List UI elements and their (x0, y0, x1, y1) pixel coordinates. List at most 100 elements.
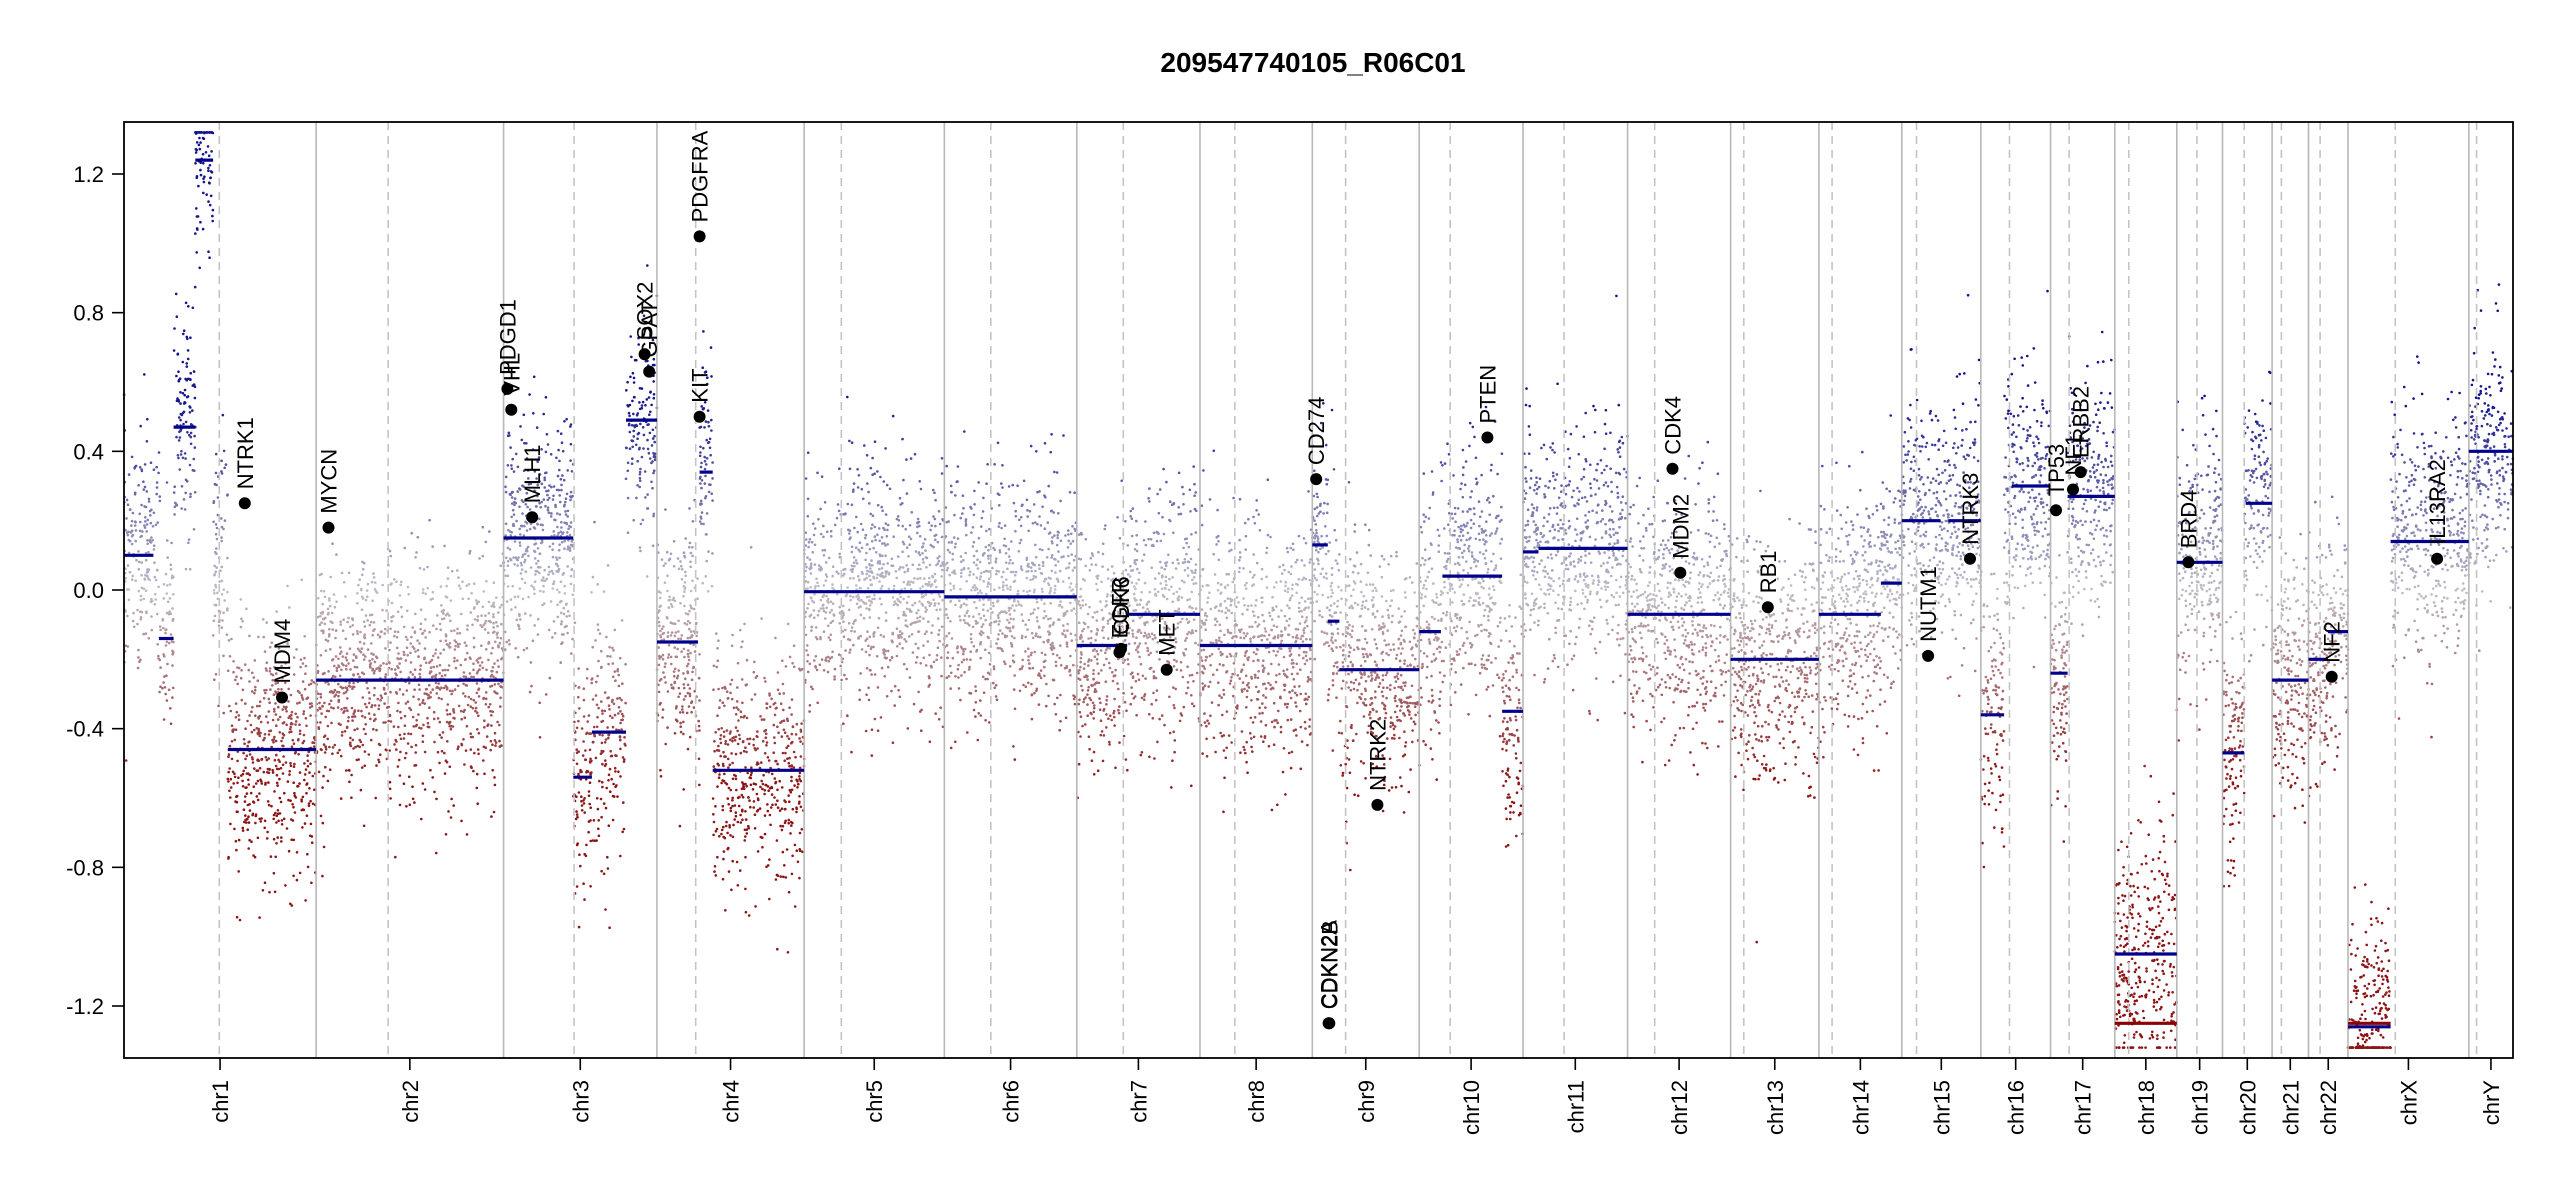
probe-dot (695, 634, 698, 638)
probe-dot (790, 713, 793, 716)
probe-dot (1018, 541, 1022, 545)
probe-dot (496, 659, 500, 662)
probe-dot (322, 617, 326, 621)
probe-dot (426, 716, 429, 720)
probe-dot (271, 684, 274, 687)
probe-dot (396, 765, 400, 768)
probe-dot (169, 722, 173, 725)
probe-dot (359, 788, 363, 792)
probe-dot (536, 617, 540, 621)
probe-dot (412, 695, 415, 699)
probe-dot (398, 594, 402, 597)
probe-dot (1065, 567, 1068, 570)
probe-dot (207, 250, 210, 253)
probe-dot (423, 788, 427, 791)
probe-dot (895, 576, 898, 580)
probe-dot (828, 611, 832, 614)
probe-dot (490, 724, 493, 727)
probe-dot (320, 572, 323, 576)
probe-dot (147, 497, 151, 501)
probe-dot (1053, 584, 1057, 588)
probe-dot (721, 804, 725, 808)
probe-dot (143, 524, 146, 527)
probe-dot (787, 737, 791, 741)
probe-dot (420, 727, 423, 730)
probe-dot (485, 648, 488, 651)
probe-dot (826, 670, 830, 674)
probe-dot (780, 735, 784, 738)
probe-dot (684, 612, 688, 615)
probe-dot (176, 454, 180, 457)
probe-dot (580, 727, 584, 730)
probe-dot (418, 675, 422, 679)
probe-dot (774, 803, 778, 806)
probe-dot (850, 441, 854, 445)
probe-dot (994, 560, 998, 563)
probe-dot (423, 657, 426, 661)
probe-dot (916, 517, 920, 521)
probe-dot (537, 456, 541, 459)
probe-dot (464, 683, 468, 687)
probe-dot (422, 568, 426, 571)
probe-dot (713, 870, 716, 873)
probe-dot (278, 760, 282, 763)
chart-title: 209547740105_R06C01 (1160, 47, 1465, 78)
probe-dot (640, 404, 644, 407)
probe-dot (895, 517, 899, 521)
probe-dot (1035, 616, 1039, 619)
probe-dot (465, 651, 469, 655)
probe-dot (423, 692, 427, 695)
probe-dot (383, 619, 387, 623)
probe-dot (869, 466, 873, 470)
probe-dot (688, 507, 691, 510)
probe-dot (813, 659, 816, 662)
probe-dot (814, 626, 818, 629)
probe-dot (468, 672, 472, 675)
probe-dot (254, 813, 258, 816)
probe-dot (873, 525, 877, 529)
probe-dot (560, 441, 564, 445)
probe-dot (620, 698, 623, 702)
probe-dot (928, 576, 931, 580)
probe-dot (468, 552, 472, 555)
probe-dot (658, 596, 662, 600)
probe-dot (595, 797, 599, 800)
probe-dot (1005, 584, 1008, 587)
probe-dot (384, 673, 388, 676)
probe-dot (738, 869, 742, 872)
probe-dot (604, 759, 607, 762)
probe-dot (857, 637, 860, 640)
probe-dot (518, 541, 522, 544)
probe-dot (227, 753, 231, 756)
probe-dot (566, 548, 570, 551)
probe-dot (710, 492, 713, 496)
probe-dot (611, 716, 614, 720)
probe-dot (1016, 600, 1020, 603)
probe-dot (125, 531, 129, 534)
probe-dot (976, 558, 979, 561)
probe-dot (213, 482, 217, 486)
probe-dot (345, 725, 349, 729)
probe-dot (503, 630, 507, 634)
probe-dot (328, 745, 331, 749)
probe-dot (308, 771, 311, 774)
probe-dot (434, 648, 438, 652)
probe-dot (717, 776, 721, 779)
probe-dot (429, 666, 433, 669)
probe-dot (184, 567, 188, 571)
probe-dot (1013, 758, 1017, 761)
probe-dot (297, 738, 300, 741)
probe-dot (652, 471, 655, 475)
probe-dot (130, 524, 133, 527)
probe-dot (198, 136, 201, 140)
probe-dot (824, 617, 827, 620)
probe-dot (850, 564, 854, 568)
probe-dot (399, 670, 402, 674)
probe-dot (246, 744, 249, 748)
probe-dot (242, 808, 246, 811)
probe-dot (695, 621, 698, 625)
probe-dot (415, 719, 419, 722)
probe-dot (130, 542, 134, 546)
probe-dot (510, 467, 514, 471)
probe-dot (241, 620, 244, 623)
